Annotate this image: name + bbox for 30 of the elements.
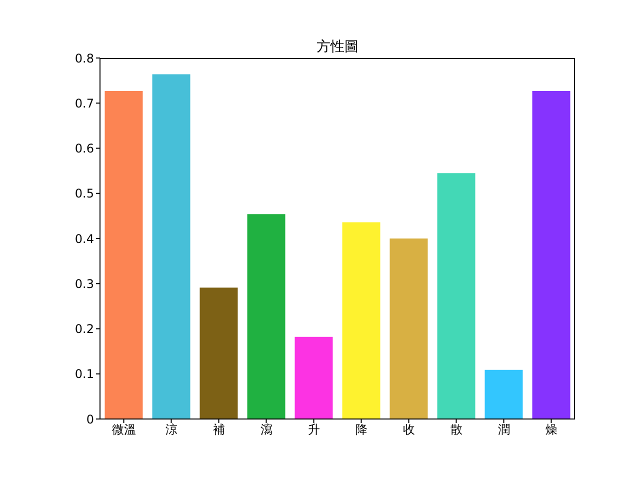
y-tick-label: 0.4 <box>74 232 94 246</box>
x-tick-label: 升 <box>308 422 320 437</box>
y-tick-label: 0.5 <box>74 186 94 201</box>
y-tick-label: 0.1 <box>74 367 94 382</box>
bar <box>247 214 286 419</box>
bar <box>342 222 380 419</box>
chart-title: 方性圖 <box>316 38 360 56</box>
x-tick-label: 微溫 <box>112 422 136 437</box>
bar <box>532 90 570 419</box>
x-tick-label: 瀉 <box>260 422 272 437</box>
x-tick-label: 燥 <box>545 422 558 437</box>
bar <box>104 90 143 419</box>
y-tick-label: 0 <box>86 412 94 426</box>
y-tick-label: 0.2 <box>74 322 94 336</box>
x-tick-label: 散 <box>450 422 462 437</box>
bar <box>437 173 476 419</box>
x-tick-label: 收 <box>402 422 415 437</box>
x-tick-label: 潤 <box>498 422 510 437</box>
bar <box>294 336 333 419</box>
bar <box>390 238 428 419</box>
bar <box>484 370 523 419</box>
y-tick-label: 0.3 <box>74 276 94 291</box>
x-tick-label: 降 <box>355 422 368 437</box>
y-tick-label: 0.7 <box>74 96 94 110</box>
x-tick-label: 補 <box>212 422 225 437</box>
bar <box>152 74 190 419</box>
y-tick-label: 0.6 <box>74 142 94 156</box>
x-tick-label: 涼 <box>165 422 178 437</box>
bar <box>200 288 238 419</box>
y-tick-label: 0.8 <box>74 51 94 66</box>
